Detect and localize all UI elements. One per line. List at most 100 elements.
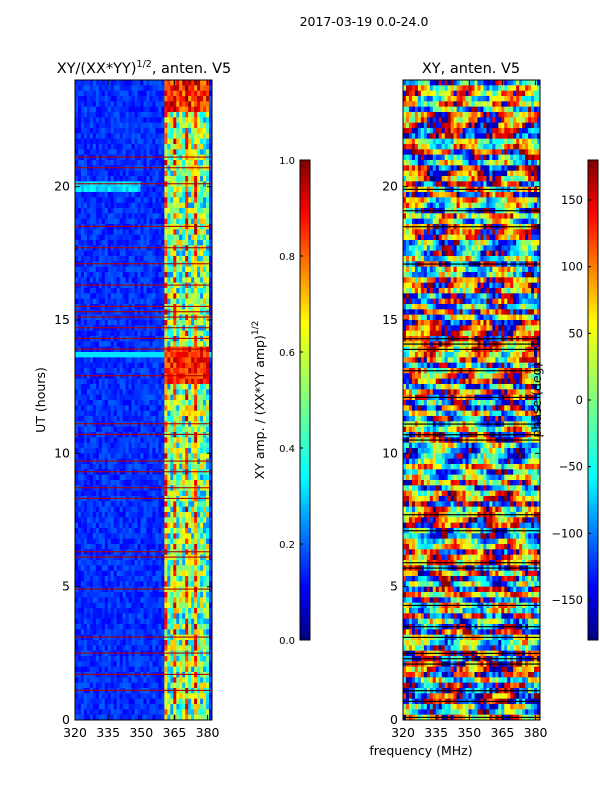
amplitude-cell: [173, 234, 177, 241]
amplitude-cell: [197, 602, 201, 609]
amplitude-cell: [188, 640, 192, 646]
amplitude-cell: [191, 208, 195, 214]
amplitude-cell: [176, 389, 180, 396]
amplitude-cell: [149, 149, 153, 156]
amplitude-cell: [173, 618, 177, 625]
amplitude-cell: [179, 400, 183, 406]
amplitude-cell: [89, 362, 94, 369]
amplitude-cell: [155, 218, 159, 225]
amplitude-cell: [95, 192, 100, 198]
amplitude-cell: [164, 570, 168, 577]
amplitude-cell: [170, 512, 174, 518]
amplitude-cell: [152, 624, 156, 630]
amplitude-cell: [125, 501, 130, 508]
amplitude-cell: [176, 186, 180, 193]
amplitude-cell: [143, 410, 147, 417]
amplitude-cell: [134, 80, 138, 86]
amplitude-cell: [131, 464, 135, 470]
amplitude-cell: [176, 512, 180, 518]
amplitude-cell: [209, 592, 212, 598]
amplitude-cell: [122, 490, 127, 497]
amplitude-cell: [134, 277, 138, 284]
amplitude-cell: [92, 501, 97, 508]
amplitude-cell: [80, 149, 85, 156]
amplitude-cell: [197, 320, 201, 326]
amplitude-cell: [113, 613, 118, 620]
amplitude-cell: [170, 528, 174, 534]
amplitude-cell: [143, 645, 147, 652]
amplitude-cell: [137, 368, 141, 374]
amplitude-cell: [77, 378, 82, 385]
amplitude-cell: [158, 197, 162, 204]
amplitude-cell: [119, 357, 124, 364]
amplitude-cell: [206, 341, 210, 348]
amplitude-cell: [173, 330, 177, 337]
amplitude-cell: [104, 512, 109, 518]
amplitude-cell: [185, 624, 189, 630]
amplitude-cell: [197, 405, 201, 412]
amplitude-cell: [149, 512, 153, 518]
amplitude-cell: [98, 576, 103, 582]
amplitude-cell: [185, 208, 189, 214]
amplitude-cell: [122, 277, 127, 284]
amplitude-cell: [155, 453, 159, 460]
amplitude-cell: [194, 464, 198, 470]
amplitude-cell: [170, 389, 174, 396]
amplitude-cell: [158, 581, 162, 588]
amplitude-cell: [104, 464, 109, 470]
amplitude-cell: [188, 506, 192, 513]
amplitude-cell: [83, 96, 88, 102]
amplitude-cell: [80, 96, 85, 102]
amplitude-cell: [179, 592, 183, 598]
amplitude-cell: [86, 80, 91, 86]
amplitude-cell: [98, 192, 103, 198]
amplitude-cell: [182, 85, 186, 92]
amplitude-cell: [116, 176, 121, 182]
amplitude-cell: [170, 618, 174, 625]
amplitude-cell: [161, 576, 165, 582]
amplitude-cell: [188, 250, 192, 257]
amplitude-cell: [86, 405, 91, 412]
amplitude-cell: [98, 512, 103, 518]
amplitude-cell: [83, 160, 88, 166]
amplitude-cell: [119, 229, 124, 236]
amplitude-cell: [77, 656, 82, 662]
amplitude-cell: [155, 330, 159, 337]
amplitude-cell: [191, 474, 195, 481]
amplitude-cell: [185, 160, 189, 166]
amplitude-cell: [167, 624, 171, 630]
amplitude-cell: [161, 272, 165, 278]
amplitude-cell: [185, 352, 189, 358]
amplitude-cell: [116, 229, 121, 236]
amplitude-cell: [206, 565, 210, 572]
amplitude-cell: [209, 101, 212, 108]
amplitude-cell: [143, 533, 147, 540]
amplitude-cell: [101, 453, 106, 460]
amplitude-cell: [188, 522, 192, 529]
amplitude-cell: [191, 160, 195, 166]
amplitude-cell: [86, 192, 91, 198]
amplitude-cell: [92, 378, 97, 385]
amplitude-cell: [75, 410, 79, 417]
amplitude-cell: [176, 160, 180, 166]
amplitude-cell: [95, 437, 100, 444]
amplitude-cell: [134, 229, 138, 236]
amplitude-cell: [146, 213, 150, 220]
amplitude-cell: [155, 608, 159, 614]
amplitude-cell: [104, 474, 109, 481]
amplitude-cell: [95, 501, 100, 508]
amplitude-cell: [95, 101, 100, 108]
amplitude-cell: [80, 517, 85, 524]
amplitude-cell: [146, 277, 150, 284]
amplitude-cell: [125, 378, 130, 385]
amplitude-cell: [113, 544, 118, 550]
amplitude-cell: [152, 640, 156, 646]
amplitude-cell: [125, 581, 130, 588]
amplitude-cell: [161, 218, 165, 225]
amplitude-cell: [194, 400, 198, 406]
amplitude-cell: [155, 170, 159, 177]
amplitude-cell: [125, 437, 130, 444]
amplitude-cell: [116, 597, 121, 604]
amplitude-cell: [173, 213, 177, 220]
amplitude-cell: [173, 352, 177, 358]
